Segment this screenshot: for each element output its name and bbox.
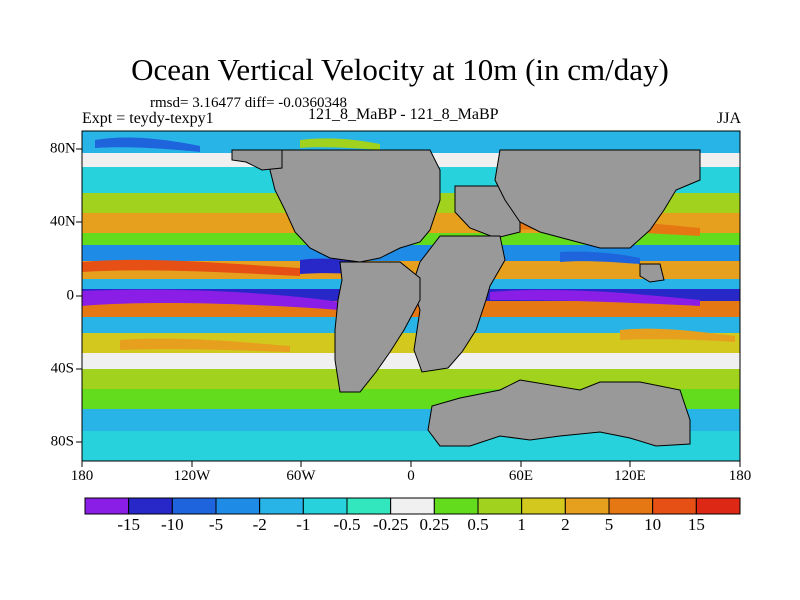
colorbar-label: -10	[160, 515, 184, 534]
y-tick-label: 80N	[50, 140, 76, 157]
colorbar-swatch	[521, 497, 566, 515]
colorbar-label: 1	[517, 515, 526, 534]
colorbar-label: -0.25	[372, 515, 409, 534]
blob-arctic-green	[300, 138, 380, 150]
colorbar-swatch	[259, 497, 304, 515]
blob-arctic-deep	[95, 137, 200, 152]
x-tick-label: 60E	[508, 468, 534, 484]
x-tick-label: 180	[728, 468, 752, 484]
band-south-sub-white	[82, 353, 740, 369]
colorbar-swatch	[215, 497, 261, 515]
colorbar-swatch	[652, 497, 697, 515]
blob-south-indian	[620, 328, 735, 342]
colorbar-swatch	[477, 497, 523, 515]
map-field	[82, 131, 740, 461]
colorbar-swatch	[346, 497, 392, 515]
blob-north-pacific-upwell	[82, 259, 300, 276]
x-tick-label: 120E	[614, 468, 646, 484]
y-tick-label: 0	[66, 287, 75, 304]
experiment-names: 121_8_MaBP - 121_8_MaBP	[308, 106, 499, 123]
x-tick-label: 120W	[173, 468, 211, 484]
land-south-america	[334, 261, 421, 393]
blob-arabian-sea	[560, 251, 640, 264]
x-tick-label: 60W	[286, 468, 316, 484]
colorbar-swatch	[433, 497, 479, 515]
experiment-label: Expt = teydy-texpy1	[82, 110, 214, 127]
band-south-mid	[82, 369, 740, 389]
colorbar-label: -1	[296, 515, 311, 534]
band-north-tropic	[82, 245, 740, 261]
band-south-tropic	[82, 317, 740, 333]
band-arctic	[82, 131, 740, 153]
colorbar-label: -2	[252, 515, 267, 534]
blob-indian-equator-strong	[490, 289, 700, 306]
colorbar-swatch	[128, 497, 173, 515]
x-tick-marks	[81, 461, 741, 467]
colorbar-label: 15	[687, 515, 705, 534]
colorbar-swatch	[695, 497, 741, 515]
colorbar-swatch	[171, 497, 217, 515]
map-title: Ocean Vertical Velocity at 10m (in cm/da…	[131, 52, 669, 87]
land-asia	[494, 149, 701, 249]
colorbar-label: 0.5	[467, 515, 489, 534]
colorbar-swatch	[302, 497, 348, 515]
blob-south-pacific	[120, 338, 290, 352]
y-tick-label: 40N	[50, 213, 76, 230]
y-tick-label: 80S	[50, 433, 74, 450]
colorbar-label: 0.25	[419, 515, 450, 534]
y-tick-label: 40S	[50, 360, 74, 377]
y-tick-marks	[76, 148, 82, 443]
rmsd-diff-stats: rmsd= 3.16477 diff= -0.0360348	[150, 95, 348, 111]
colorbar-label: 2	[561, 515, 570, 534]
land-north-america	[269, 149, 441, 263]
x-tick-label: 180	[70, 468, 94, 484]
colorbar	[84, 497, 741, 515]
land-maritime-continent	[639, 263, 665, 283]
colorbar-label: -5	[208, 515, 224, 534]
blob-pacific-equator-strong	[82, 289, 340, 310]
colorbar-swatch	[608, 497, 654, 515]
land-australia-antarctica	[427, 379, 691, 447]
colorbar-label: -15	[117, 515, 140, 534]
land-alaska	[231, 149, 283, 171]
colorbar-label: 5	[604, 515, 614, 534]
colorbar-label: -0.5	[333, 515, 361, 534]
colorbar-label: 10	[644, 515, 662, 534]
colorbar-swatch	[564, 497, 610, 515]
season-label: JJA	[716, 110, 741, 127]
x-tick-label: 0	[407, 468, 415, 484]
colorbar-swatch	[84, 497, 130, 515]
colorbar-swatch	[390, 497, 435, 515]
